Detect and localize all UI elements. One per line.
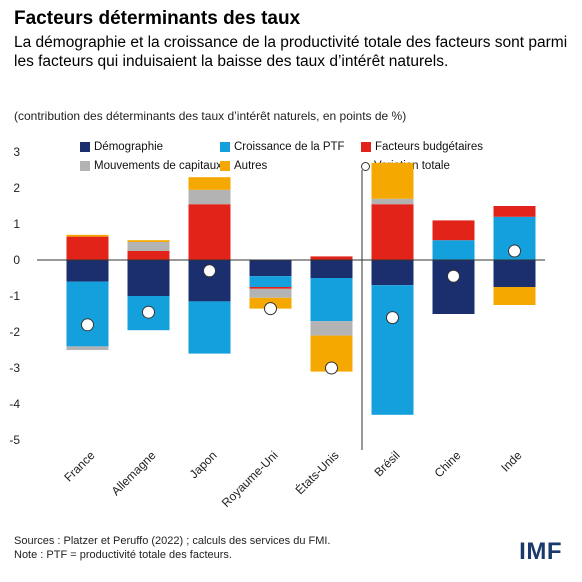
bar-segment xyxy=(188,189,231,205)
imf-logo: IMF xyxy=(519,538,562,565)
bar-segment xyxy=(371,285,414,415)
legend-swatch-budgetaires xyxy=(361,142,371,152)
total-marker xyxy=(386,311,399,325)
x-tick-label: Chine xyxy=(432,448,464,480)
legend-label: Autres xyxy=(234,160,268,172)
x-tick-label: Japon xyxy=(187,448,220,481)
bar-segment xyxy=(66,346,109,350)
legend-label: Mouvements de capitaux xyxy=(94,160,222,172)
total-marker xyxy=(203,264,216,278)
bar-segment xyxy=(127,260,170,296)
y-tick-label: -3 xyxy=(9,361,20,375)
y-tick-label: 0 xyxy=(13,253,20,267)
source-text: Sources : Platzer et Peruffo (2022) ; ca… xyxy=(14,535,331,547)
x-tick-label: France xyxy=(61,448,98,485)
legend-swatch-ptf xyxy=(220,142,230,152)
chart-footer: Sources : Platzer et Peruffo (2022) ; ca… xyxy=(14,534,331,562)
total-marker xyxy=(325,361,338,375)
legend-label: Démographie xyxy=(94,141,164,153)
bar-segment xyxy=(127,251,170,260)
x-tick-label: Allemagne xyxy=(109,448,159,498)
bar-segment xyxy=(249,287,292,289)
bar-segment xyxy=(310,278,353,322)
note-text: Note : PTF = productivité totale des fac… xyxy=(14,549,232,561)
bar-segment xyxy=(249,288,292,298)
chart-subtitle: La démographie et la croissance de la pr… xyxy=(14,34,568,70)
y-tick-label: 3 xyxy=(13,145,20,159)
bar-segment xyxy=(310,256,353,260)
y-tick-label: -1 xyxy=(9,289,20,303)
bar-segment xyxy=(493,206,536,217)
total-marker xyxy=(81,318,94,332)
total-marker xyxy=(508,244,521,258)
x-tick-label: Royaume-Uni xyxy=(219,448,281,510)
bar-segment xyxy=(66,236,109,260)
total-marker xyxy=(447,269,460,283)
legend-item-budgetaires: Facteurs budgétaires xyxy=(361,141,483,153)
total-marker xyxy=(264,302,277,316)
x-tick-label: États-Unis xyxy=(292,448,342,498)
legend-swatch-capitaux xyxy=(80,161,90,171)
bar-segment xyxy=(127,242,170,251)
bar-segment xyxy=(310,321,353,336)
bar-segment xyxy=(432,260,475,314)
legend-item-autres: Autres xyxy=(220,160,267,172)
x-tick-label: Inde xyxy=(498,448,525,475)
bar-segment xyxy=(249,260,292,277)
bar-segment xyxy=(66,281,109,347)
y-tick-label: -5 xyxy=(9,433,20,447)
bar-segment xyxy=(188,177,231,190)
legend-dot-icon xyxy=(361,161,370,171)
y-tick-label: 1 xyxy=(13,217,20,231)
bar-segment xyxy=(371,162,414,199)
legend-item-demographie: Démographie xyxy=(80,141,163,153)
bar-segment xyxy=(371,204,414,260)
bar-segment xyxy=(127,240,170,242)
chart-title: Facteurs déterminants des taux xyxy=(14,8,301,29)
bar-segment xyxy=(432,220,475,241)
bar-segment xyxy=(66,260,109,282)
total-marker xyxy=(142,305,155,319)
bar-segment xyxy=(66,234,109,237)
legend-label: Facteurs budgétaires xyxy=(375,141,484,153)
legend-label: Croissance de la PTF xyxy=(234,141,345,153)
chart-units-note: (contribution des déterminants des taux … xyxy=(14,109,407,123)
x-tick-label: Brésil xyxy=(371,448,402,479)
bar-segment xyxy=(249,276,292,287)
legend-swatch-autres xyxy=(220,161,230,171)
legend-item-ptf: Croissance de la PTF xyxy=(220,141,345,153)
bar-segment xyxy=(493,260,536,287)
bar-segment xyxy=(188,204,231,260)
legend-item-capitaux: Mouvements de capitaux xyxy=(80,160,222,172)
y-tick-label: 2 xyxy=(13,181,20,195)
bar-segment xyxy=(188,301,231,354)
y-tick-label: -4 xyxy=(9,397,20,411)
bar-segment xyxy=(310,260,353,278)
bar-segment xyxy=(371,198,414,205)
y-tick-label: -2 xyxy=(9,325,20,339)
bar-segment xyxy=(493,287,536,305)
legend-swatch-demographie xyxy=(80,142,90,152)
bar-segment xyxy=(371,260,414,286)
bar-segment xyxy=(432,240,475,260)
